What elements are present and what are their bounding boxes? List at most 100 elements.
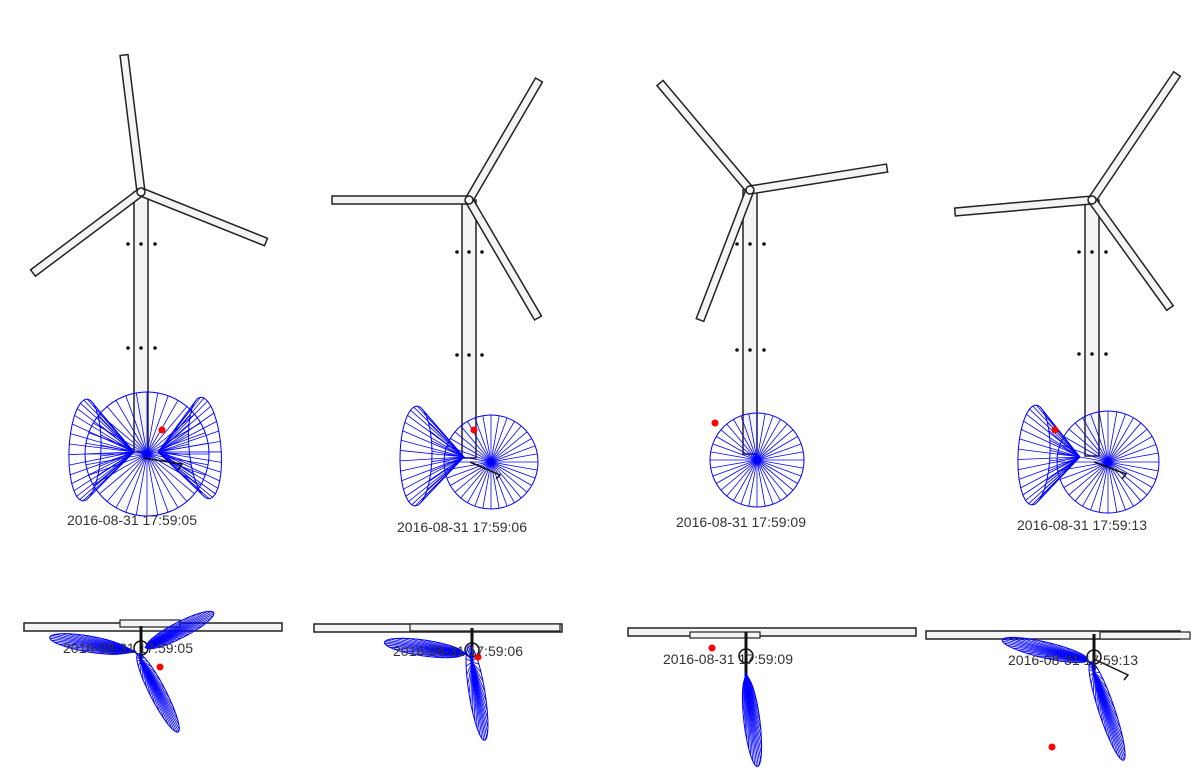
scan-beam [490, 431, 528, 463]
scan-origin [487, 458, 495, 466]
scan-beam [460, 461, 492, 499]
scan-origin [143, 450, 151, 458]
scan-beam [490, 417, 508, 463]
scan-beam [716, 459, 758, 484]
scan-beam [748, 413, 758, 461]
scan-beam [426, 456, 465, 490]
scan-beam [68, 451, 135, 456]
scan-beam [1082, 461, 1109, 507]
scan-beam [115, 400, 148, 455]
scan-beam [1107, 452, 1159, 463]
scan-beam [740, 415, 758, 461]
scan-beam [756, 436, 798, 461]
scan-beam [1089, 671, 1095, 677]
scan-beam [1020, 456, 1081, 489]
scan-beam [404, 421, 465, 458]
turbine-blade [1087, 196, 1175, 312]
target-dot [158, 426, 166, 434]
scan-beam [140, 659, 162, 682]
scan-beam [146, 453, 159, 516]
scan-beam [756, 423, 788, 461]
scan-beam [756, 459, 781, 501]
scan-beam [97, 416, 135, 453]
scan-beam [146, 392, 159, 455]
scan-beam [157, 451, 222, 473]
cone-base-outline [188, 396, 222, 500]
scan-beam [99, 453, 148, 495]
scan-beam [424, 456, 465, 497]
scan-beam [1063, 461, 1109, 488]
cone-base-outline [49, 633, 129, 655]
scan-beam [490, 415, 500, 463]
scan-beam [742, 672, 747, 714]
scan-beam [80, 402, 135, 453]
scan-beam [1048, 430, 1081, 458]
scan-beam [428, 422, 465, 458]
scan-beam [490, 421, 515, 463]
scan-beam [1046, 456, 1081, 481]
scan-beam [1023, 420, 1081, 458]
hub [464, 195, 474, 205]
scan-beam [402, 430, 465, 458]
scan-beam [1093, 671, 1097, 704]
blade-shape [1087, 70, 1182, 204]
scan-beam [92, 451, 135, 492]
scan-beam [70, 433, 135, 453]
scan-beam [756, 459, 804, 469]
cone-base-outline [145, 610, 215, 650]
scan-beam [157, 400, 208, 453]
scan-beam [490, 461, 522, 499]
scan-beam [157, 414, 191, 453]
blade-shape [748, 163, 889, 195]
scan-beam [146, 453, 169, 513]
lidar-front-scan-disk [709, 412, 805, 508]
scan-beam [1074, 461, 1109, 502]
sensor-markers [735, 242, 766, 352]
rotor-blade-top [1099, 631, 1191, 640]
scan-beam [69, 443, 135, 453]
lidar-scan-cones [399, 405, 539, 510]
scan-beam [471, 661, 482, 673]
scan-beam [146, 453, 188, 502]
scan-beam [1021, 429, 1081, 458]
scan-beam [400, 456, 465, 472]
scan-beam [76, 451, 135, 497]
scan-beam [1049, 439, 1081, 458]
scan-beam [1107, 461, 1126, 511]
cone-base-outline [68, 398, 102, 502]
scan-beam [716, 436, 758, 461]
scan-beam [471, 661, 486, 692]
scan-beam [431, 440, 465, 458]
wind-turbine [29, 53, 269, 453]
scan-beam [1093, 671, 1115, 709]
scan-beam [74, 415, 135, 453]
scan-beam [1107, 461, 1159, 472]
lidar-left-scan-cone [68, 398, 135, 502]
scan-beam [1048, 456, 1081, 472]
scan-beam [1063, 436, 1109, 463]
lidar-scan-cones [709, 412, 805, 508]
sensor-markers [126, 242, 157, 350]
scan-beam [101, 444, 135, 453]
scan-beam [140, 659, 157, 675]
scan-beam [490, 461, 538, 471]
turbine-blade [331, 195, 470, 205]
scan-beam [1017, 456, 1081, 460]
lidar-mount-arm [469, 461, 502, 480]
scan-beam [1107, 417, 1134, 463]
lidar-right-scan-cone [157, 396, 222, 500]
scan-beam [490, 438, 532, 463]
front-view-3: 2016-08-31 17:59:09 [655, 79, 889, 530]
scan-beam [429, 456, 465, 482]
scan-beam [740, 459, 758, 505]
scan-beam [1093, 671, 1100, 674]
scan-beam [1018, 448, 1081, 458]
top-view-1: 2016-08-31 17:59:05 [23, 610, 283, 733]
scan-beam [466, 661, 473, 676]
scan-beam [401, 456, 465, 482]
scan-beam [756, 459, 802, 477]
scan-beam [720, 459, 758, 491]
rotor-blade-top [627, 627, 917, 637]
scan-beam [712, 459, 758, 477]
lidar-mount-arm [1095, 659, 1130, 681]
